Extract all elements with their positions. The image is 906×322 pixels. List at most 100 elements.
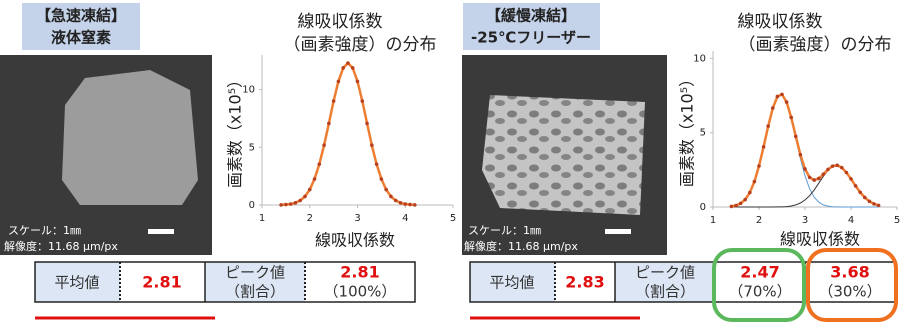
series-line — [281, 63, 415, 205]
sample — [482, 95, 645, 215]
data-point — [322, 143, 326, 147]
chart-subtitle: （画素強度）の分布 — [739, 35, 892, 55]
data-point — [845, 171, 849, 175]
data-point — [375, 162, 379, 166]
x-tick-label: 4 — [402, 213, 408, 224]
data-point — [365, 122, 369, 126]
resolution-caption: 解像度：11.68 µm/px — [4, 239, 118, 253]
data-point — [734, 204, 738, 208]
data-point — [835, 163, 839, 167]
y-tick-label: 10 — [693, 53, 706, 64]
data-point — [803, 167, 807, 171]
figure: 【急速凍結】 液体窒素 スケール：1㎜ 解像度：11.68 µm/px 線吸収係… — [0, 0, 906, 322]
data-point — [730, 205, 734, 209]
scale-bar — [605, 229, 631, 234]
data-point — [284, 203, 288, 207]
mean-label: 平均値 — [489, 274, 534, 292]
peak-label: （割合） — [635, 283, 695, 301]
panel-label: 【緩慢凍結】 — [486, 7, 576, 25]
x-axis-label: 線吸収係数 — [780, 230, 860, 249]
data-point — [868, 200, 872, 204]
data-point — [812, 178, 816, 182]
y-tick-label: 0 — [700, 202, 706, 213]
data-point — [289, 202, 293, 206]
data-point — [766, 124, 770, 128]
data-point — [854, 184, 858, 188]
peak-value: 2.47 — [740, 263, 779, 282]
y-tick-label: 10 — [242, 85, 255, 96]
x-tick-label: 3 — [802, 215, 808, 226]
mean-label: 平均値 — [54, 274, 99, 292]
data-point — [831, 164, 835, 168]
x-tick-label: 5 — [894, 215, 900, 226]
panel-label: -25℃フリーザー — [471, 29, 591, 47]
data-point — [808, 176, 812, 180]
data-point — [389, 195, 393, 199]
data-point — [785, 100, 789, 104]
chart-title: 線吸収係数 — [298, 12, 383, 32]
panel-label: 【急速凍結】 — [36, 7, 126, 25]
peak-ratio: （100%） — [324, 283, 397, 301]
scale-caption: スケール：1㎜ — [468, 224, 541, 237]
x-tick-label: 5 — [450, 213, 456, 224]
data-point — [753, 180, 757, 184]
data-point — [748, 191, 752, 195]
data-point — [303, 195, 307, 199]
data-point — [780, 93, 784, 97]
data-point — [840, 166, 844, 170]
sample — [62, 70, 198, 205]
peak-ratio: （30%） — [818, 283, 881, 301]
data-point — [399, 201, 403, 205]
data-point — [394, 199, 398, 203]
resolution-caption: 解像度：11.68 µm/px — [464, 239, 578, 253]
series-line — [731, 95, 878, 208]
data-point — [817, 177, 821, 181]
x-tick-label: 1 — [710, 215, 716, 226]
peak-ratio: （70%） — [728, 283, 791, 301]
data-point — [403, 202, 407, 206]
x-tick-label: 2 — [307, 213, 313, 224]
data-point — [327, 122, 331, 126]
data-point — [341, 66, 345, 70]
chart-subtitle: （画素強度）の分布 — [284, 35, 437, 55]
data-point — [308, 188, 312, 192]
data-point — [279, 203, 283, 207]
data-point — [863, 196, 867, 200]
data-point — [313, 177, 317, 181]
x-tick-label: 3 — [354, 213, 360, 224]
data-point — [794, 135, 798, 139]
chart-title: 線吸収係数 — [738, 12, 823, 32]
x-tick-label: 4 — [848, 215, 854, 226]
data-point — [294, 201, 298, 205]
y-tick-label: 5 — [700, 128, 706, 139]
y-tick-label: 0 — [249, 200, 255, 211]
data-point — [872, 202, 876, 206]
data-point — [337, 80, 341, 84]
x-axis-label: 線吸収係数 — [315, 231, 395, 250]
scale-caption: スケール：1㎜ — [8, 224, 81, 237]
data-point — [743, 198, 747, 202]
data-point — [826, 168, 830, 172]
series-line — [731, 94, 878, 206]
peak-label: ピーク値 — [225, 264, 285, 282]
x-tick-label: 2 — [756, 215, 762, 226]
data-point — [370, 143, 374, 147]
y-tick-label: 5 — [249, 142, 255, 153]
peak-label: ピーク値 — [635, 264, 695, 282]
peak-value: 3.68 — [830, 263, 869, 282]
data-point — [858, 190, 862, 194]
data-point — [771, 106, 775, 110]
data-point — [356, 80, 360, 84]
data-point — [318, 162, 322, 166]
data-point — [408, 203, 412, 207]
data-point — [762, 145, 766, 149]
data-point — [789, 116, 793, 120]
data-point — [332, 99, 336, 103]
data-point — [877, 204, 881, 208]
data-point — [757, 164, 761, 168]
data-point — [413, 203, 417, 207]
data-point — [776, 95, 780, 99]
mean-value: 2.83 — [565, 273, 604, 292]
